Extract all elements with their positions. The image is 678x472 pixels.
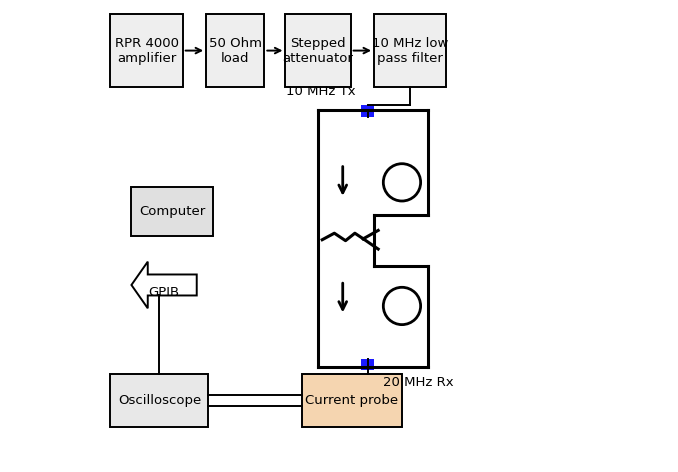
Text: 10 MHz low
pass filter: 10 MHz low pass filter [372,37,448,65]
Bar [111,374,208,427]
Bar [285,15,351,87]
Text: GPIB: GPIB [148,287,180,299]
Polygon shape [132,261,197,308]
Bar [361,359,374,371]
Text: Oscilloscope: Oscilloscope [118,394,201,407]
Text: 10 MHz Tx: 10 MHz Tx [285,85,355,98]
Bar [206,15,264,87]
Bar [361,105,374,117]
Bar [111,15,183,87]
Text: Current probe: Current probe [305,394,399,407]
Bar [132,187,213,236]
Text: Stepped
attenuator: Stepped attenuator [283,37,353,65]
Text: Computer: Computer [139,205,205,218]
Text: RPR 4000
amplifier: RPR 4000 amplifier [115,37,178,65]
Text: 20 MHz Rx: 20 MHz Rx [383,376,454,389]
Bar [302,374,402,427]
Bar [374,15,446,87]
Text: 50 Ohm
load: 50 Ohm load [209,37,262,65]
